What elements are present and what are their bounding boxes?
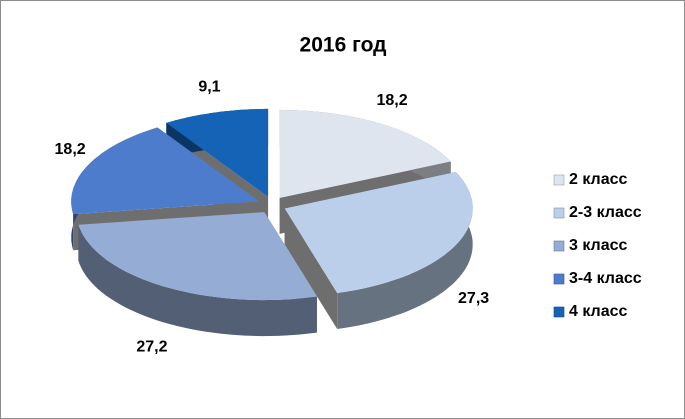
slice-side bbox=[337, 172, 473, 329]
legend-swatch bbox=[553, 306, 565, 318]
legend-swatch bbox=[553, 174, 565, 186]
legend-label: 3 класс bbox=[569, 237, 628, 254]
legend-swatch bbox=[553, 273, 565, 285]
slice-side bbox=[284, 208, 338, 329]
data-label: 18,2 bbox=[376, 92, 407, 109]
legend-swatch bbox=[553, 207, 565, 219]
legend-label: 4 класс bbox=[569, 303, 628, 320]
slice bbox=[284, 172, 473, 293]
slice bbox=[166, 108, 269, 197]
slice bbox=[279, 109, 451, 198]
data-label: 18,2 bbox=[55, 141, 86, 158]
data-label: 9,1 bbox=[198, 78, 220, 95]
slice bbox=[78, 212, 317, 301]
legend-label: 2 класс bbox=[569, 171, 628, 188]
slice bbox=[71, 127, 260, 215]
chart-title: 2016 год bbox=[300, 34, 387, 57]
slice-side bbox=[78, 224, 317, 337]
legend-swatch bbox=[553, 240, 565, 252]
data-label: 27,2 bbox=[136, 338, 167, 355]
legend-label: 3-4 класс bbox=[569, 270, 642, 287]
data-label: 27,3 bbox=[458, 290, 489, 307]
legend-label: 2-3 класс bbox=[569, 204, 642, 221]
